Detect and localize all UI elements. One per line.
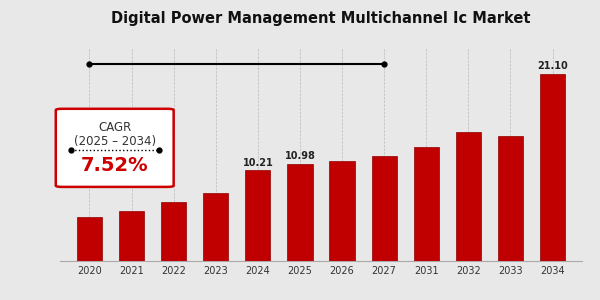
- Bar: [540, 74, 565, 261]
- Bar: [119, 211, 144, 261]
- Bar: [371, 156, 397, 261]
- Title: Digital Power Management Multichannel Ic Market: Digital Power Management Multichannel Ic…: [111, 11, 531, 26]
- Text: 7.52%: 7.52%: [81, 156, 149, 175]
- Text: 10.21: 10.21: [242, 158, 273, 168]
- Bar: [203, 193, 229, 261]
- Bar: [287, 164, 313, 261]
- Bar: [329, 161, 355, 261]
- Bar: [161, 202, 186, 261]
- Bar: [245, 170, 271, 261]
- Bar: [413, 147, 439, 261]
- FancyBboxPatch shape: [56, 109, 173, 187]
- Bar: [456, 132, 481, 261]
- Text: 10.98: 10.98: [284, 151, 316, 161]
- Bar: [77, 217, 102, 261]
- Text: CAGR: CAGR: [98, 121, 131, 134]
- Bar: [498, 136, 523, 261]
- Text: 21.10: 21.10: [537, 61, 568, 71]
- Text: (2025 – 2034): (2025 – 2034): [74, 135, 156, 148]
